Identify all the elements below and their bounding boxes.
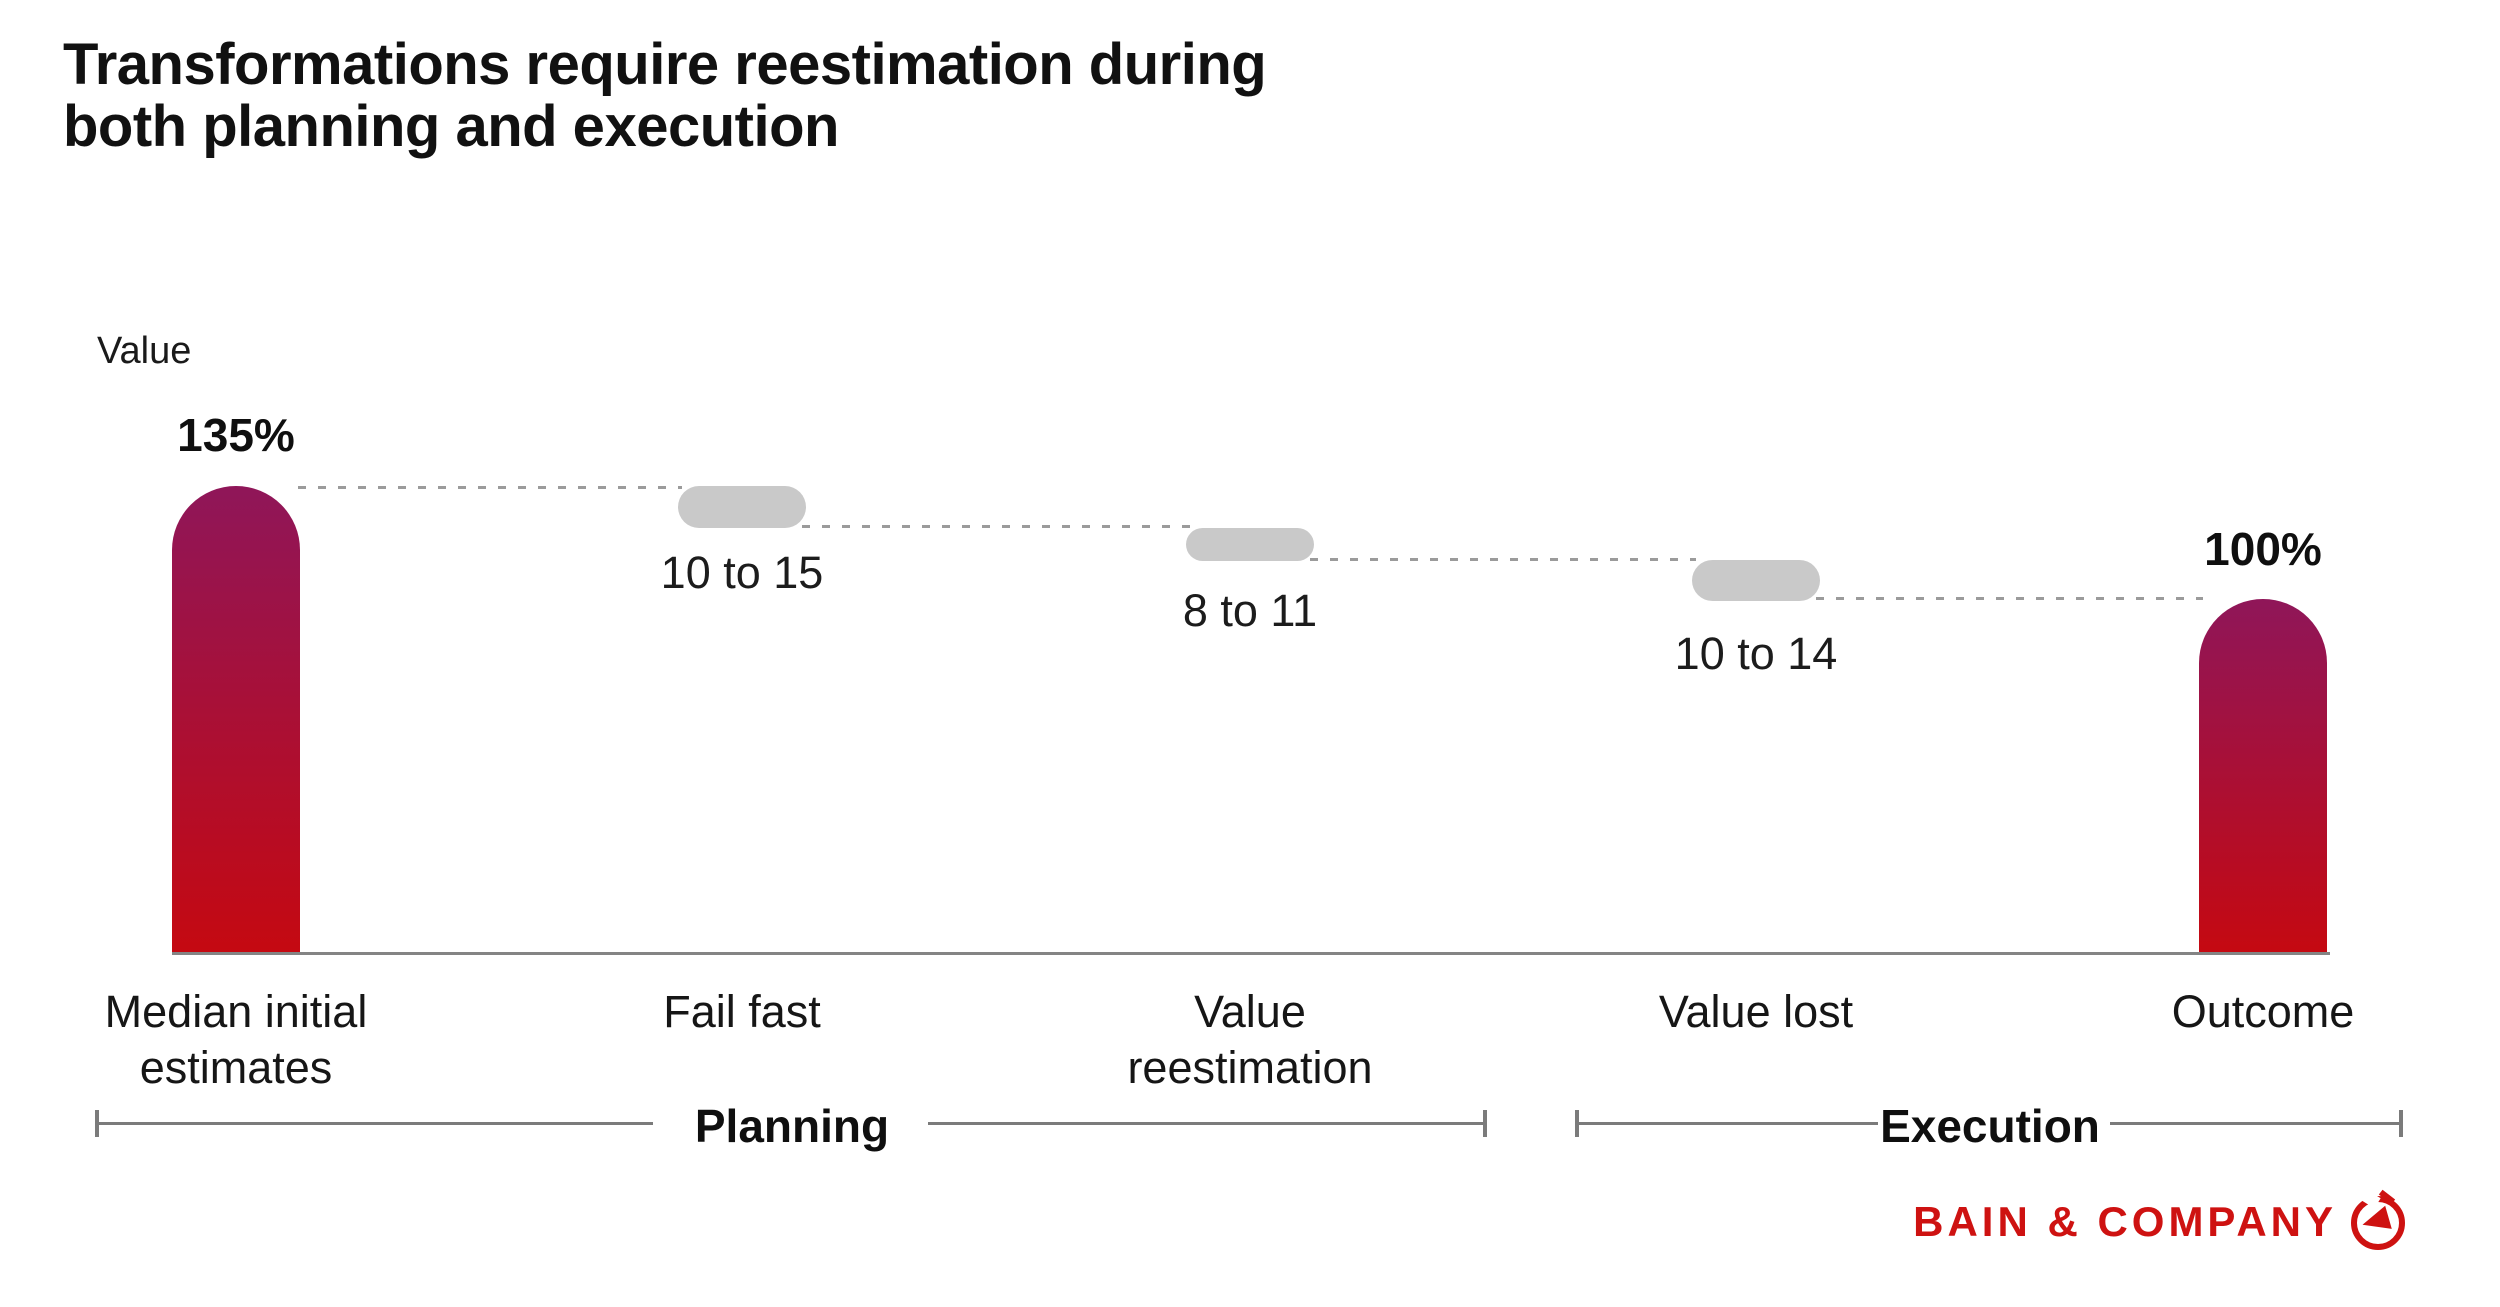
outcome-bar <box>2199 599 2327 953</box>
bain-company-logo: BAIN & COMPANY <box>1913 1187 2405 1250</box>
planning-bracket-tick-right <box>1483 1110 1487 1137</box>
initial-estimates-bar <box>172 486 300 953</box>
execution-bracket-tick-left <box>1575 1110 1579 1137</box>
page-title-line2: both planning and execution <box>63 94 839 159</box>
value-reestimation-range-label: 8 to 11 <box>1182 585 1318 636</box>
category-label-outcome: Outcome <box>2171 986 2355 1037</box>
execution-bracket-line-left <box>1575 1122 1878 1125</box>
value-lost-drop-pill <box>1692 560 1820 601</box>
value-reestimation-drop-pill <box>1186 528 1314 561</box>
y-axis-label: Value <box>97 330 192 372</box>
phase-label-execution: Execution <box>1880 1100 2100 1152</box>
category-label-median-initial-estimates: Median initial estimates <box>104 986 368 1093</box>
category-label-value-reestimation: Value reestimation <box>1127 986 1373 1093</box>
category-label-fail-fast: Fail fast <box>663 986 821 1037</box>
fail-fast-range-label: 10 to 15 <box>660 547 824 598</box>
bain-logo-text: BAIN & COMPANY <box>1913 1198 2337 1245</box>
fail-fast-drop-pill <box>678 486 806 528</box>
planning-bracket-line-right <box>928 1122 1487 1125</box>
x-axis-baseline <box>172 952 2330 955</box>
page-title-line1: Transformations require reestimation dur… <box>63 32 1267 97</box>
initial-value-label: 135% <box>177 409 295 461</box>
category-label-value-lost: Value lost <box>1658 986 1854 1037</box>
page-title: Transformations require reestimation dur… <box>63 32 1267 159</box>
planning-bracket-tick-left <box>95 1110 99 1137</box>
connector-dash-2 <box>802 525 1190 528</box>
execution-bracket-tick-right <box>2399 1110 2403 1137</box>
value-lost-range-label: 10 to 14 <box>1674 628 1838 679</box>
connector-dash-3 <box>1310 558 1696 561</box>
planning-bracket-line-left <box>95 1122 653 1125</box>
phase-label-planning: Planning <box>694 1100 890 1152</box>
connector-dash-1 <box>298 486 682 489</box>
execution-bracket-line-right <box>2110 1122 2403 1125</box>
connector-dash-4 <box>1816 597 2203 600</box>
bain-compass-icon <box>2351 1187 2405 1250</box>
outcome-value-label: 100% <box>2204 523 2322 575</box>
